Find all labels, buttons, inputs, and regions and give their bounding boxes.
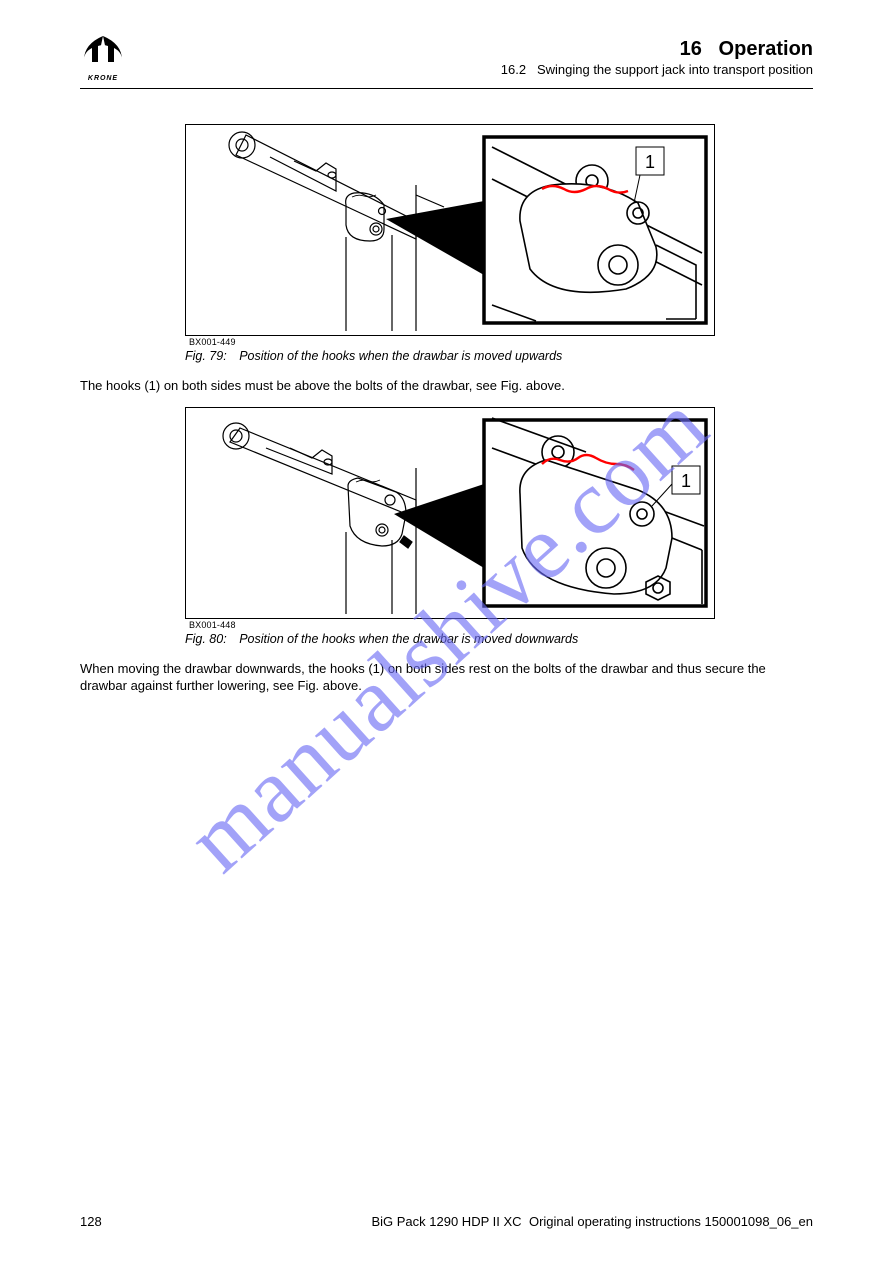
header-title: 16 Operation	[680, 38, 813, 61]
figure-1-caption: Fig. 79: Position of the hooks when the …	[185, 349, 715, 363]
header-subtitle: 16.2 Swinging the support jack into tran…	[501, 62, 813, 77]
page-header: KRONE 16 Operation 16.2 Swinging the sup…	[80, 32, 813, 102]
page: KRONE 16 Operation 16.2 Swinging the sup…	[0, 0, 893, 1263]
header-sub-number: 16.2	[501, 62, 526, 77]
footer-revision: Original operating instructions 15000109…	[529, 1214, 813, 1229]
brand-text: KRONE	[80, 75, 126, 82]
footer-page-number: 128	[80, 1214, 102, 1229]
figure-2-label-1: 1	[681, 471, 691, 491]
figure-1-wrap: 1 BX001-449 Fig. 79: Position of the hoo…	[185, 124, 715, 363]
figure-1-label-1: 1	[645, 152, 655, 172]
figure-1: 1	[185, 124, 715, 336]
header-section-number: 16	[680, 38, 702, 60]
footer-doc-title: BiG Pack 1290 HDP II XC	[371, 1214, 521, 1229]
header-section-title: Operation	[719, 38, 813, 60]
figure-2-id: BX001-448	[189, 620, 715, 630]
figure-2: 1	[185, 407, 715, 619]
paragraph-1: The hooks (1) on both sides must be abov…	[80, 377, 813, 395]
brand-logo: KRONE	[80, 32, 126, 82]
figure-2-wrap: 1 BX001-448 Fig. 80: Position of the hoo…	[185, 407, 715, 646]
page-footer: 128 BiG Pack 1290 HDP II XC Original ope…	[80, 1214, 813, 1229]
header-sub-title: Swinging the support jack into transport…	[537, 62, 813, 77]
figure-1-caption-prefix: Fig. 79:	[185, 349, 239, 363]
figure-2-caption-prefix: Fig. 80:	[185, 632, 239, 646]
content: 1 BX001-449 Fig. 79: Position of the hoo…	[80, 124, 813, 695]
figure-1-caption-text: Position of the hooks when the drawbar i…	[239, 349, 562, 363]
figure-1-id: BX001-449	[189, 337, 715, 347]
figure-2-caption-text: Position of the hooks when the drawbar i…	[239, 632, 578, 646]
figure-2-caption: Fig. 80: Position of the hooks when the …	[185, 632, 715, 646]
paragraph-2: When moving the drawbar downwards, the h…	[80, 660, 813, 695]
header-rule	[80, 88, 813, 89]
